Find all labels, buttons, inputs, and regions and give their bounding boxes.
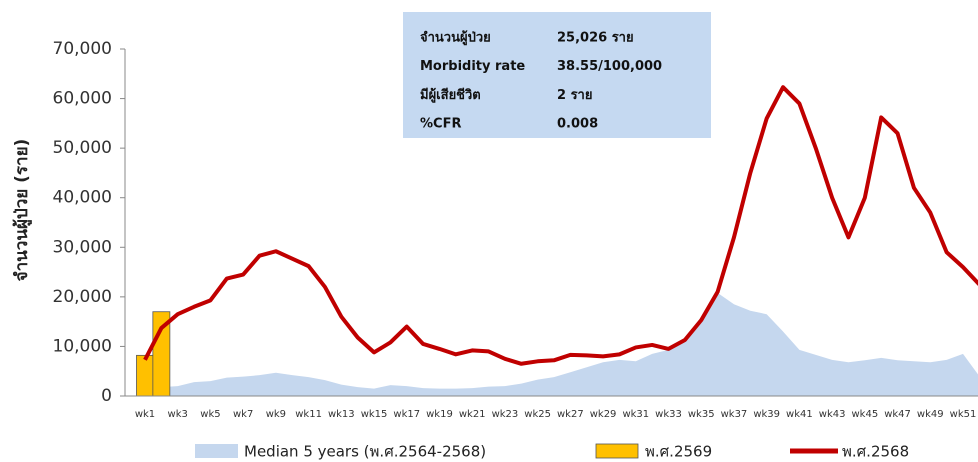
x-tick-label: wk47	[884, 409, 911, 420]
info-value: 2 ราย	[557, 88, 592, 103]
x-tick-label: wk35	[688, 409, 715, 420]
y-tick-label: 60,000	[53, 89, 112, 109]
y-axis-label: จำนวนผู้ป่วย (ราย)	[12, 139, 33, 282]
x-tick-label: wk41	[786, 409, 813, 420]
x-tick-label: wk29	[590, 409, 617, 420]
y-tick-label: 20,000	[53, 287, 112, 307]
y-tick-label: 40,000	[53, 188, 112, 208]
legend-swatch	[595, 443, 639, 459]
x-tick-label: wk17	[393, 409, 420, 420]
y-tick-label: 10,000	[53, 336, 112, 356]
legend-label: พ.ศ.2569	[645, 443, 712, 461]
info-label: Morbidity rate	[420, 59, 525, 74]
x-tick-label: wk49	[917, 409, 944, 420]
x-tick-label: wk51	[950, 409, 977, 420]
info-box	[403, 12, 711, 138]
x-tick-label: wk37	[721, 409, 748, 420]
info-value: 25,026 ราย	[557, 31, 634, 46]
x-tick-label: wk27	[557, 409, 584, 420]
median-area	[145, 292, 978, 396]
y-tick-label: 50,000	[53, 138, 112, 158]
x-tick-label: wk23	[492, 409, 519, 420]
bar	[136, 354, 154, 397]
line-2568	[143, 85, 978, 366]
x-tick-label: wk21	[459, 409, 486, 420]
x-tick-label: wk9	[266, 409, 286, 420]
x-tick-label: wk1	[135, 409, 155, 420]
info-label: มีผู้เสียชีวิต	[420, 87, 481, 103]
x-tick-label: wk11	[295, 409, 322, 420]
x-tick-label: wk19	[426, 409, 453, 420]
x-tick-label: wk25	[524, 409, 551, 420]
info-value: 0.008	[557, 117, 598, 132]
x-tick-label: wk45	[851, 409, 878, 420]
legend-label: พ.ศ.2568	[842, 443, 909, 461]
x-tick-label: wk7	[233, 409, 253, 420]
info-label: จำนวนผู้ป่วย	[420, 30, 491, 46]
y-tick-label: 30,000	[53, 237, 112, 257]
x-tick-label: wk33	[655, 409, 682, 420]
info-label: %CFR	[420, 117, 461, 132]
x-tick-label: wk3	[168, 409, 188, 420]
x-tick-label: wk39	[753, 409, 780, 420]
x-tick-label: wk43	[819, 409, 846, 420]
x-tick-label: wk15	[361, 409, 388, 420]
legend-label: Median 5 years (พ.ศ.2564-2568)	[244, 443, 486, 461]
legend-swatch	[195, 444, 238, 458]
x-tick-label: wk13	[328, 409, 355, 420]
y-tick-label: 0	[101, 386, 112, 406]
x-tick-label: wk31	[622, 409, 649, 420]
y-tick-label: 70,000	[53, 39, 112, 59]
x-tick-label: wk5	[200, 409, 220, 420]
info-value: 38.55/100,000	[557, 59, 662, 74]
